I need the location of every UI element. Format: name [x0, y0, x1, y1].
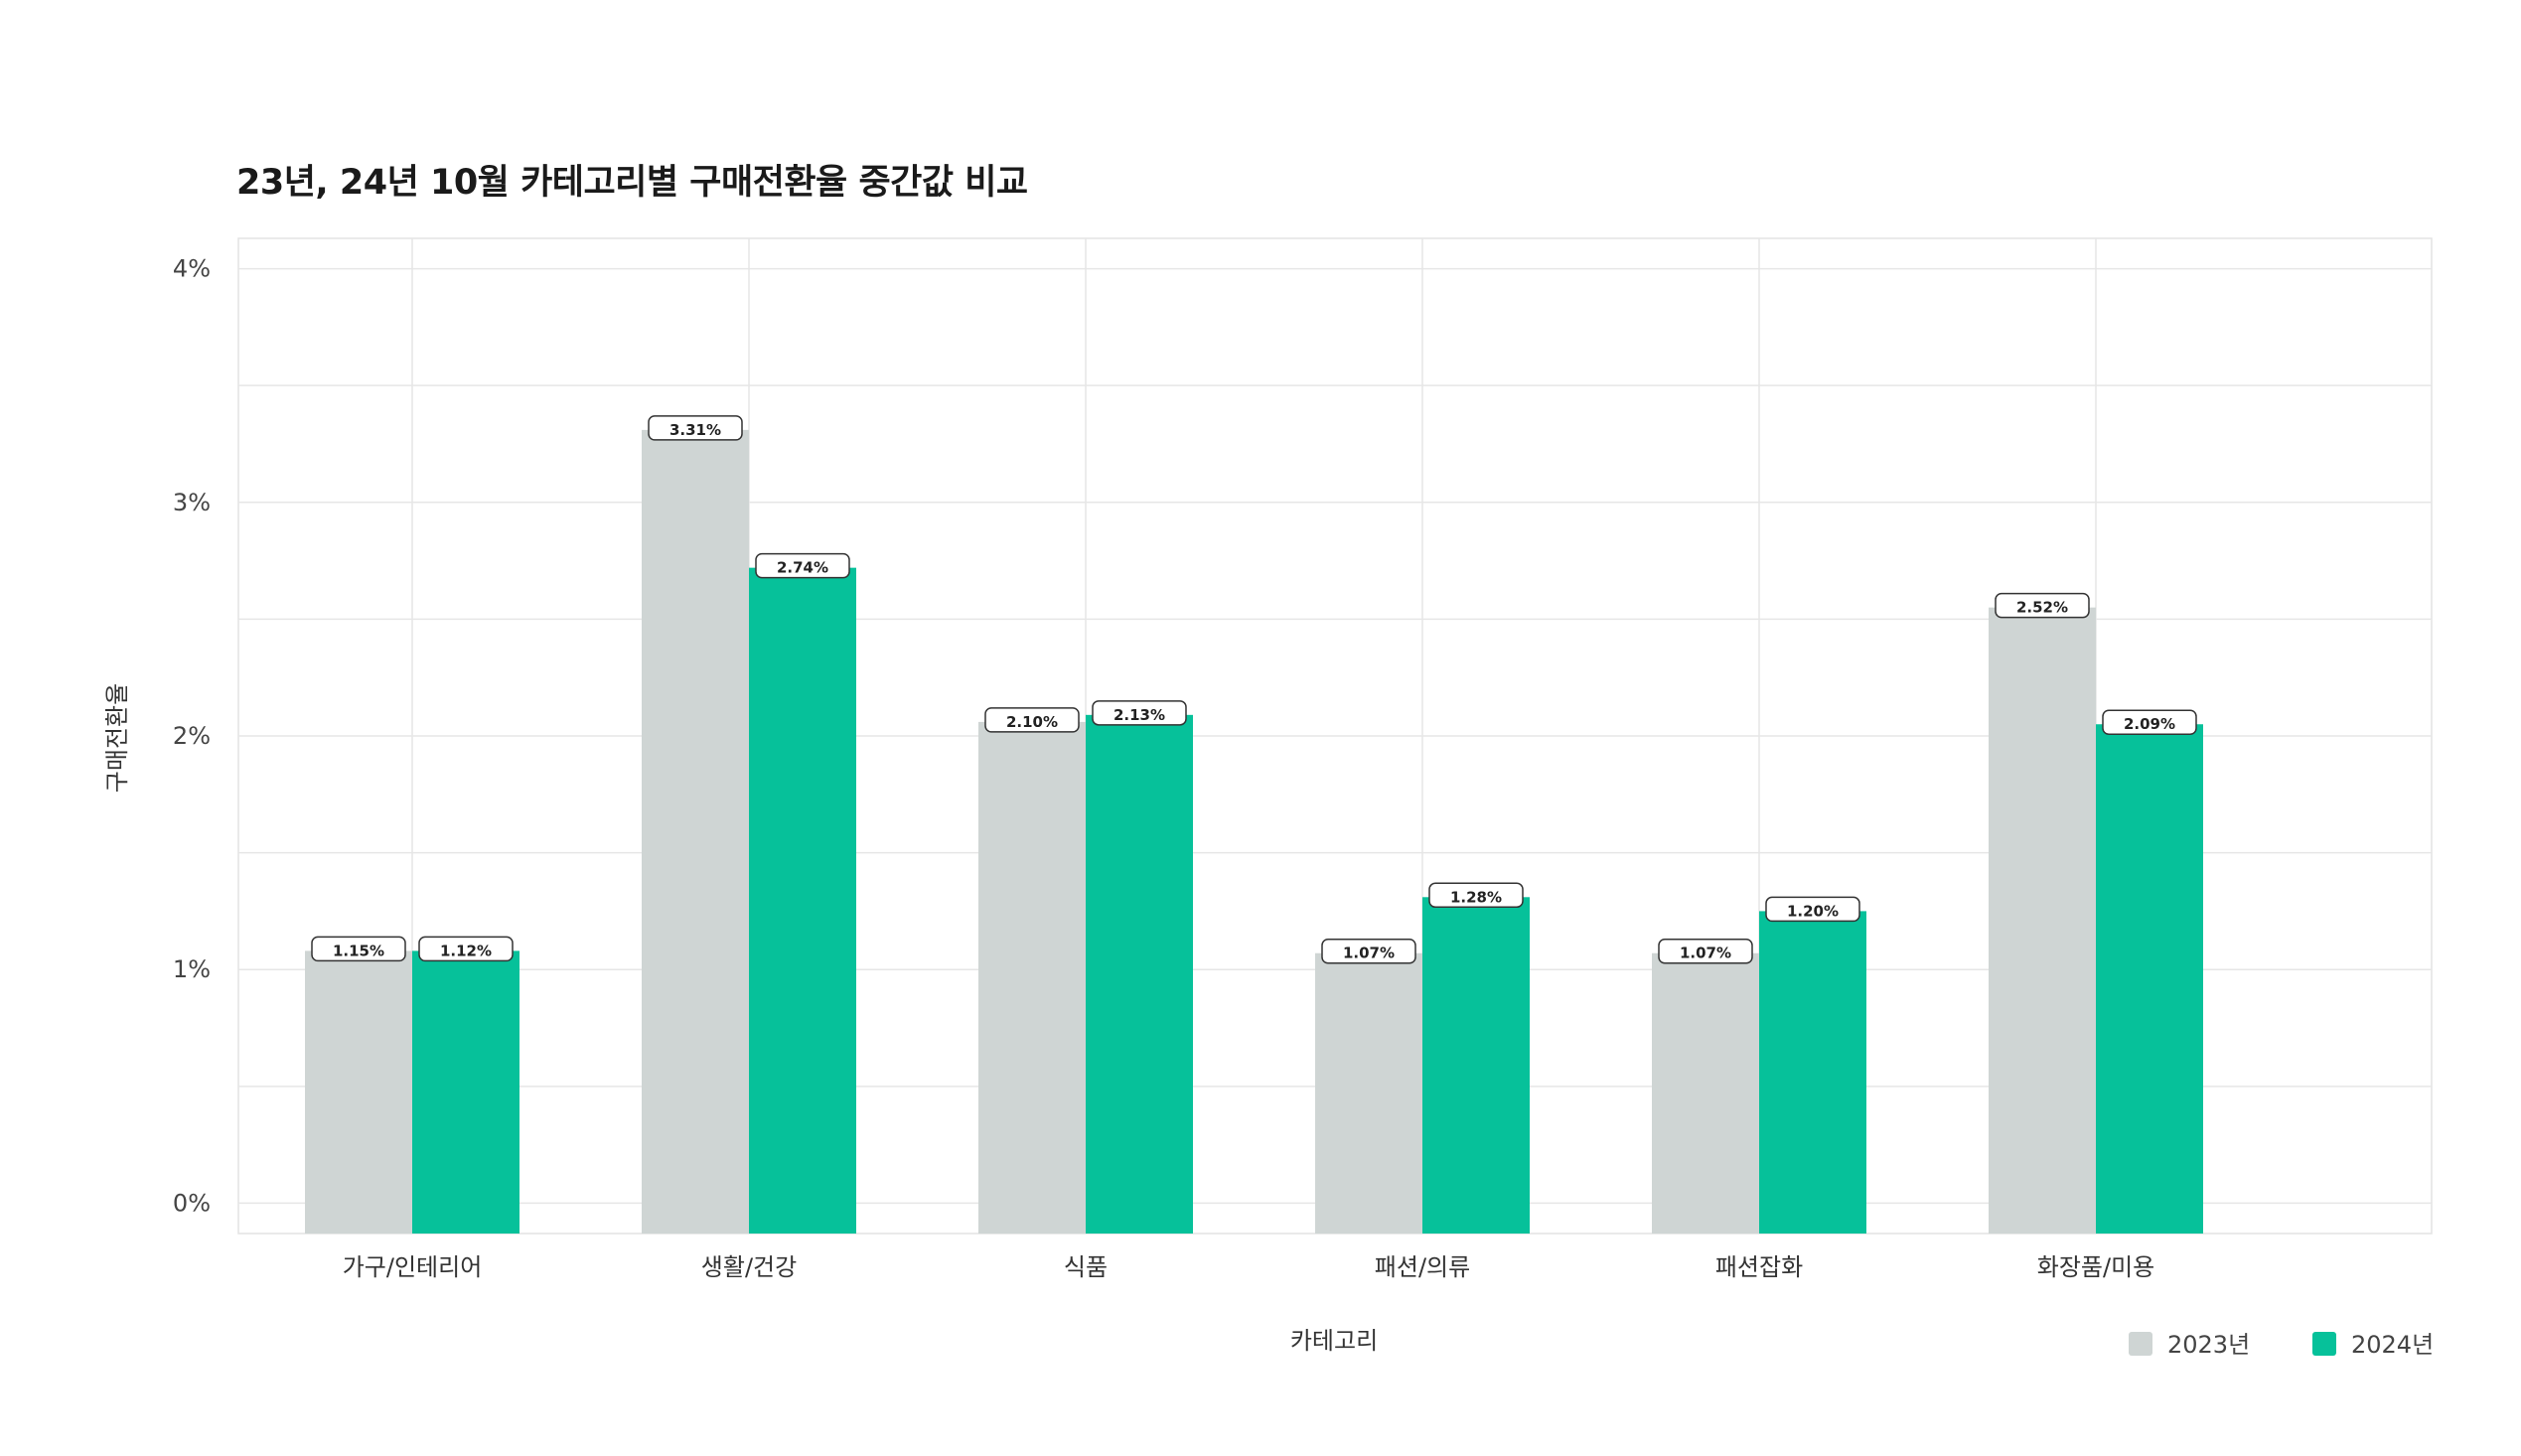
y-tick-label: 0%	[173, 1189, 211, 1217]
data-label-box	[1658, 938, 1753, 964]
x-axis-ticks: 가구/인테리어 생활/건강 식품 패션/의류 패션잡화 화장품/미용	[343, 1253, 2155, 1281]
data-label: 1.07%	[1343, 945, 1395, 962]
data-label-box	[2102, 709, 2197, 735]
bar-2023	[642, 429, 749, 1234]
data-label: 1.28%	[1450, 888, 1502, 906]
bar-2023	[1652, 952, 1759, 1234]
bars	[305, 429, 2203, 1234]
x-tick-label: 식품	[1064, 1253, 1108, 1281]
bar-2024	[1422, 897, 1530, 1234]
y-axis-title: 구매전환율	[103, 683, 131, 793]
y-tick-label: 3%	[173, 489, 211, 516]
data-label-box	[1092, 700, 1187, 726]
bar-2024	[1086, 714, 1193, 1234]
data-label: 1.20%	[1787, 902, 1839, 920]
data-label-box	[1428, 882, 1524, 909]
x-tick-label: 패션/의류	[1375, 1253, 1470, 1281]
bar-2023	[1315, 952, 1422, 1234]
x-tick-label: 가구/인테리어	[343, 1253, 483, 1281]
data-label-box	[418, 936, 514, 962]
bar-2024	[749, 567, 856, 1234]
data-label-box	[984, 707, 1080, 733]
legend-swatch	[2129, 1332, 2152, 1356]
y-tick-label: 1%	[173, 955, 211, 983]
bar-2023	[978, 721, 1086, 1234]
data-label-box	[755, 552, 850, 579]
bar-2023	[305, 950, 412, 1234]
data-labels: 1.15% 1.12% 3.31% 2.74% 2.10% 2.13% 1.07% 1.28%…	[311, 415, 2197, 964]
y-tick-label: 2%	[173, 722, 211, 750]
legend-swatch	[2312, 1332, 2336, 1356]
data-label: 2.52%	[2016, 599, 2068, 617]
data-label: 2.09%	[2124, 715, 2175, 733]
bar-2024	[412, 950, 519, 1234]
bar-2023	[1989, 607, 2096, 1234]
x-tick-label: 생활/건강	[701, 1253, 797, 1281]
legend-label: 2024년	[2351, 1331, 2434, 1359]
legend-label: 2023년	[2167, 1331, 2250, 1359]
x-axis-title: 카테고리	[1290, 1327, 1378, 1355]
bar-2024	[1759, 911, 1866, 1234]
data-label: 1.12%	[440, 942, 492, 959]
data-label: 1.07%	[1680, 945, 1731, 962]
data-label-box	[648, 415, 743, 441]
data-label: 1.15%	[333, 942, 384, 959]
bar-2024	[2096, 724, 2203, 1234]
data-label: 2.13%	[1113, 706, 1165, 724]
legend: 2023년 2024년	[2129, 1331, 2434, 1359]
y-axis-ticks: 0% 1% 2% 3% 4%	[173, 255, 211, 1218]
data-label: 2.74%	[777, 559, 828, 577]
x-tick-label: 화장품/미용	[2037, 1253, 2155, 1281]
data-label-box	[311, 936, 406, 962]
y-tick-label: 4%	[173, 255, 211, 283]
data-label-box	[1321, 938, 1416, 964]
data-label: 3.31%	[669, 421, 721, 439]
data-label-box	[1995, 592, 2090, 619]
x-tick-label: 패션잡화	[1715, 1253, 1803, 1281]
chart-title: 23년, 24년 10월 카테고리별 구매전환율 중간값 비교	[236, 163, 1028, 203]
data-label-box	[1765, 896, 1860, 923]
data-label: 2.10%	[1006, 713, 1058, 731]
